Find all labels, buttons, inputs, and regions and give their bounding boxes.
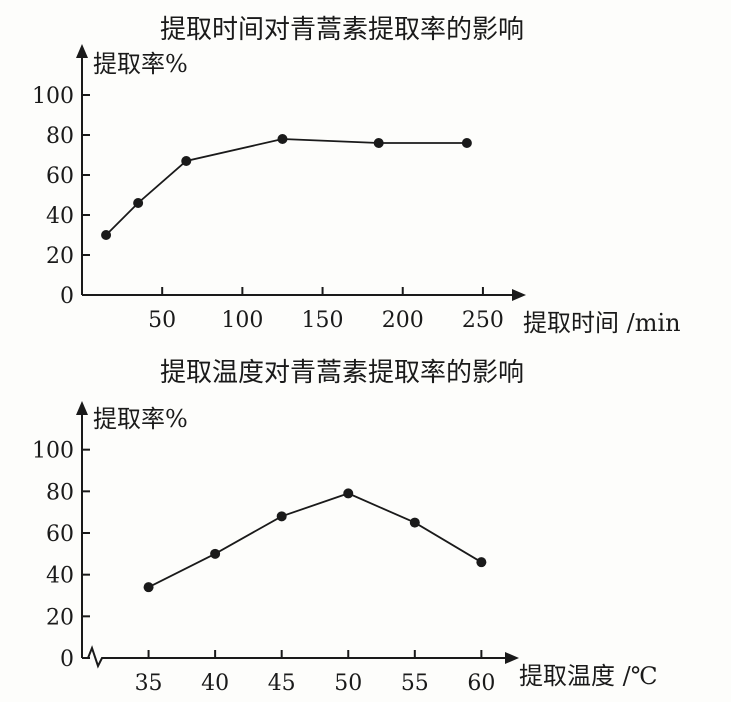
chart-temp-data-point (210, 548, 221, 559)
chart-time-x-arrow (512, 289, 526, 301)
chart-temp-x-label: 提取温度 /℃ (519, 662, 658, 690)
chart-temp-data-point (343, 488, 354, 499)
chart-temp-x-tick-label: 50 (334, 671, 362, 696)
chart-time-y-arrow (76, 44, 88, 58)
chart-time-data-point (461, 138, 472, 148)
chart-temp-data-point (276, 511, 287, 522)
chart-time-x-tick-label: 150 (302, 308, 344, 333)
chart-time-data-point (373, 138, 384, 148)
chart-temp-x-tick-label: 60 (467, 671, 495, 696)
chart-temp-x-tick-label: 40 (201, 671, 229, 696)
chart-temperature: 提取温度对青蒿素提取率的影响 提取率% 提取温度 /℃ 0 20 40 60 80 100… (32, 358, 658, 696)
chart-time-x-tick-label: 250 (462, 308, 504, 333)
chart-time-x-tick-label: 200 (382, 308, 424, 333)
chart-time-y-label: 提取率% (93, 50, 188, 78)
chart-time-title: 提取时间对青蒿素提取率的影响 (160, 15, 524, 45)
chart-time-x-tick-label: 100 (221, 308, 263, 333)
chart-temp-y-tick-label: 100 (32, 439, 74, 464)
chart-temp-x-arrow (505, 652, 519, 664)
chart-temp-data-point (409, 517, 420, 528)
chart-time-data-point (277, 134, 288, 144)
chart-time-y-tick-label: 60 (46, 164, 74, 189)
chart-temp-x-tick-label: 35 (135, 671, 163, 696)
chart-temp-y-tick-label: 0 (60, 647, 74, 672)
chart-temp-x-axis (82, 645, 513, 669)
chart-temp-series-line (148, 492, 482, 589)
chart-temp-title: 提取温度对青蒿素提取率的影响 (160, 358, 524, 388)
chart-time-y-tick-label: 100 (32, 84, 74, 109)
chart-temp-data-point (476, 557, 487, 568)
chart-temp-y-arrow (76, 401, 88, 415)
chart-time-x-label: 提取时间 /min (523, 309, 681, 337)
chart-temp-x-tick-label: 45 (268, 671, 296, 696)
chart-temp-y-label: 提取率% (93, 405, 188, 433)
chart-temp-y-tick-label: 20 (46, 605, 74, 630)
chart-time-series-line (105, 138, 467, 236)
chart-temp-data-point (143, 582, 154, 593)
chart-time-data-point (101, 230, 112, 240)
chart-temp-y-tick-label: 40 (46, 564, 74, 589)
chart-time-y-tick-label: 80 (46, 124, 74, 149)
chart-time-y-tick-label: 20 (46, 244, 74, 269)
chart-time-y-tick-label: 40 (46, 204, 74, 229)
chart-time-data-point (181, 156, 192, 166)
chart-temp-y-tick-label: 80 (46, 480, 74, 505)
chart-temp-y-tick-label: 60 (46, 522, 74, 547)
chart-time-y-tick-label: 0 (60, 284, 74, 309)
chart-time-x-tick-label: 50 (148, 308, 176, 333)
chart-time: 提取时间对青蒿素提取率的影响 提取率% 提取时间 /min 0 20 40 60 80 1… (32, 15, 681, 337)
chart-time-data-point (133, 198, 144, 208)
chart-temp-x-tick-label: 55 (401, 671, 429, 696)
